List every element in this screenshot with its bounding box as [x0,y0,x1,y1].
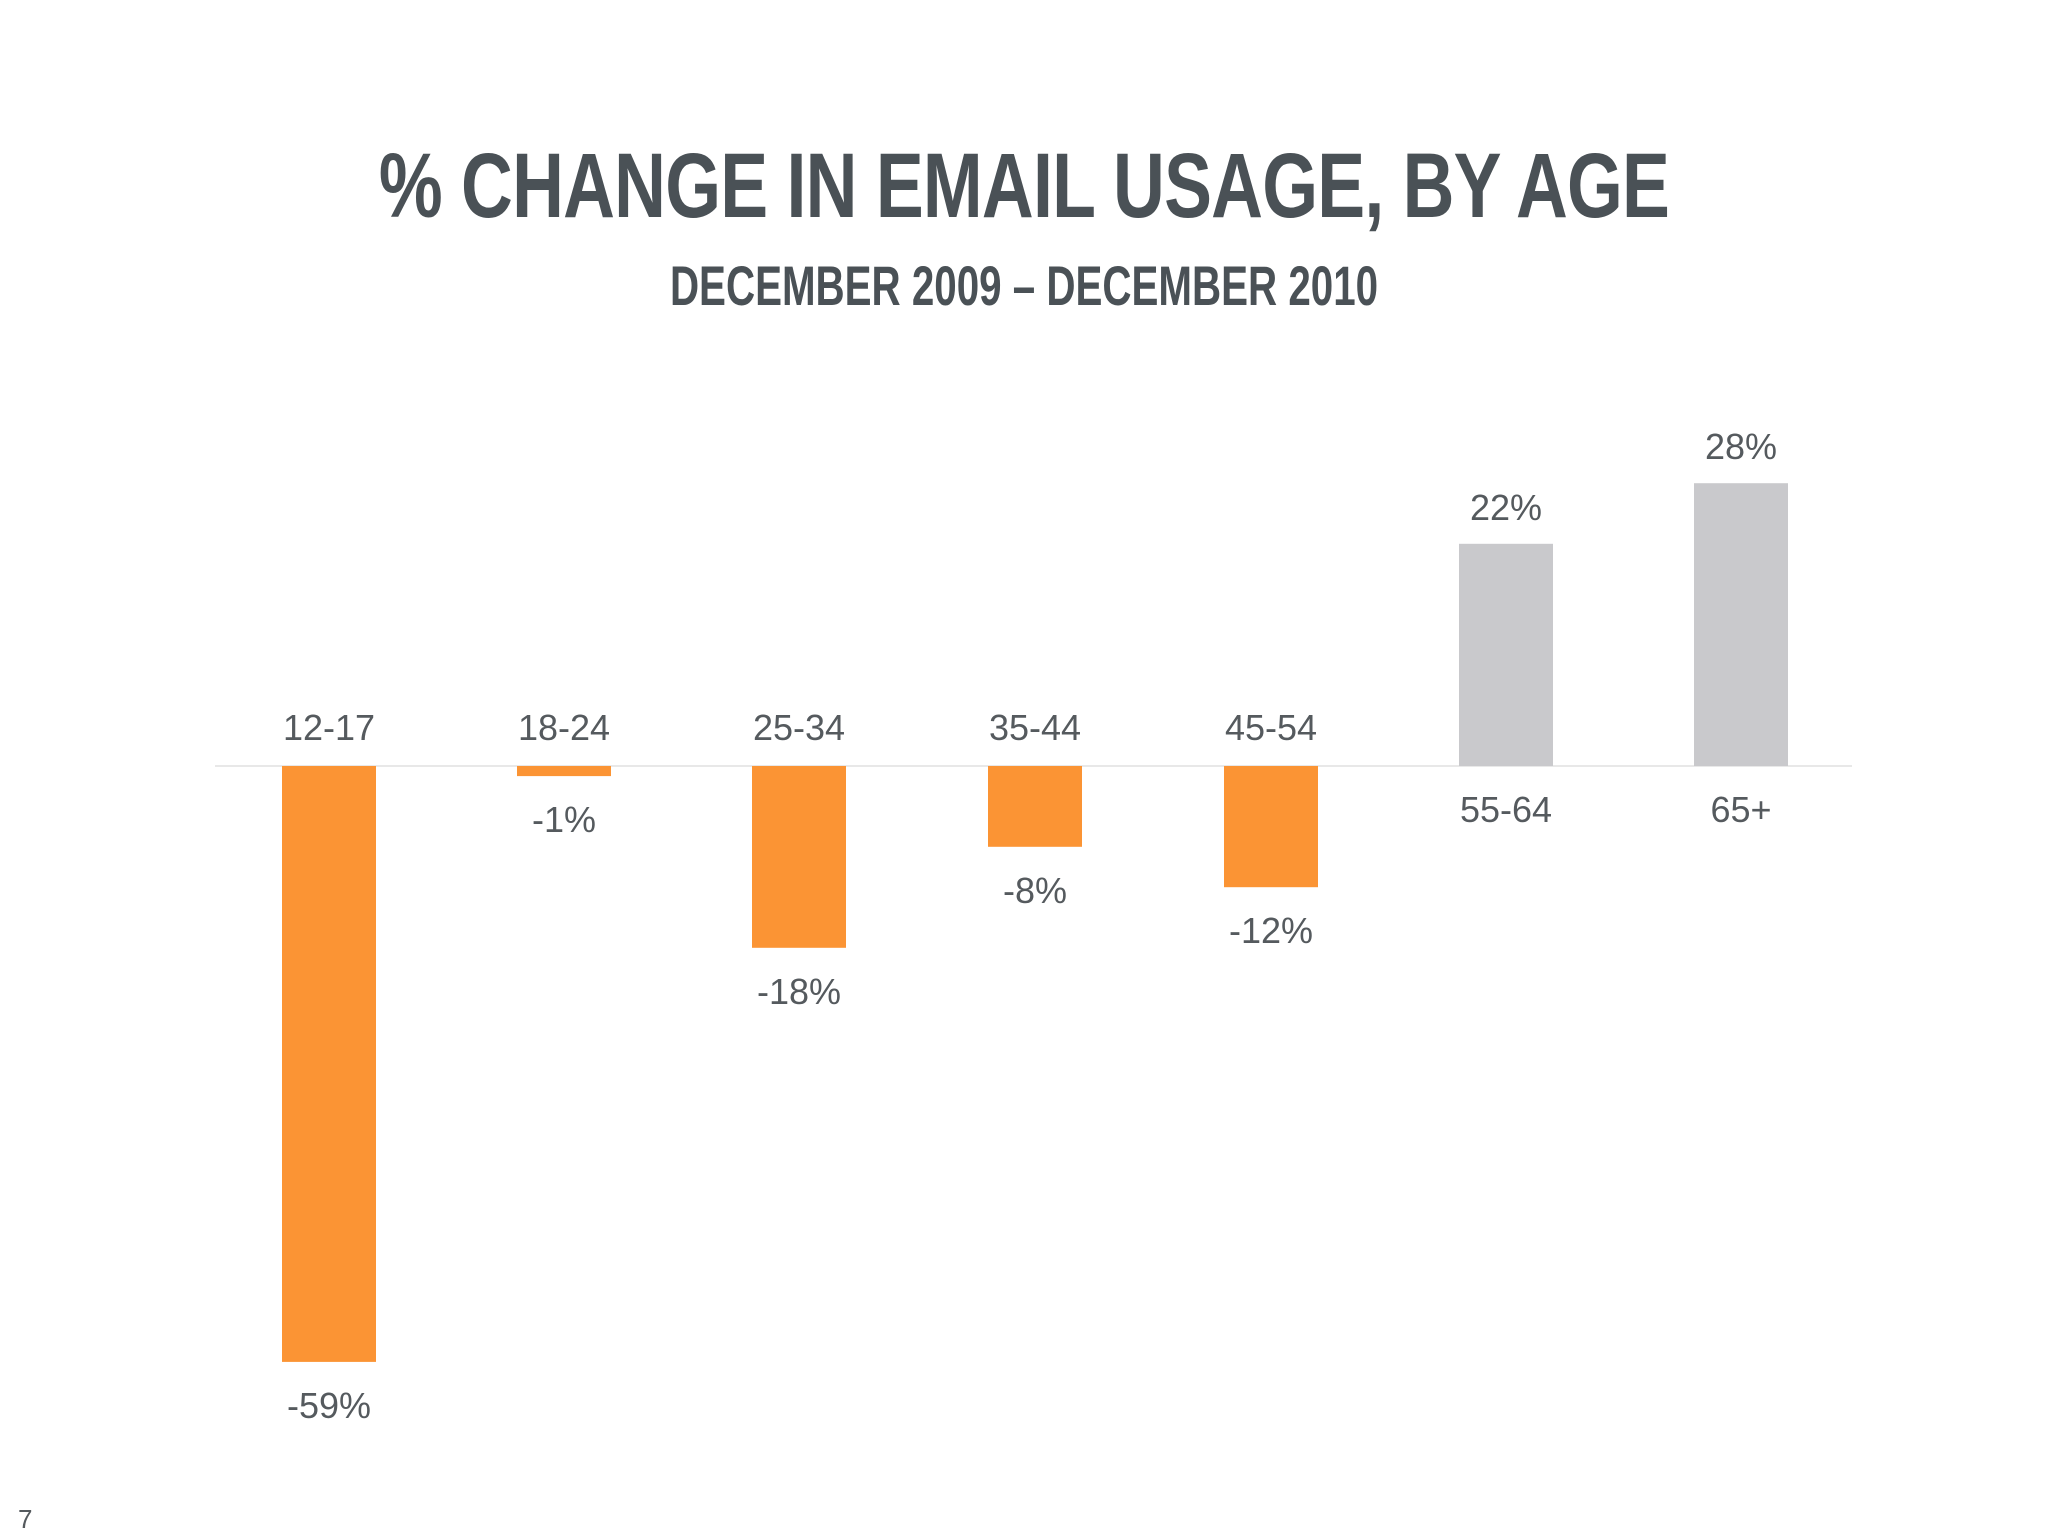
bar-35-44 [988,766,1082,847]
value-label-35-44: -8% [1003,870,1067,911]
bar-45-54 [1224,766,1318,888]
page-number: 7 [18,1504,33,1534]
value-label-45-54: -12% [1229,910,1313,951]
bar-65+ [1694,483,1788,766]
category-label-25-34: 25-34 [753,707,845,748]
chart-title: % CHANGE IN EMAIL USAGE, BY AGE [378,135,1670,237]
bar-18-24 [517,766,611,777]
category-label-12-17: 12-17 [283,707,375,748]
category-label-35-44: 35-44 [989,707,1081,748]
category-label-55-64: 55-64 [1460,789,1552,830]
bar-55-64 [1459,543,1553,766]
category-label-45-54: 45-54 [1225,707,1317,748]
category-label-18-24: 18-24 [518,707,610,748]
value-label-18-24: -1% [532,799,596,840]
category-label-65+: 65+ [1710,789,1771,830]
bar-12-17 [282,766,376,1362]
value-label-25-34: -18% [757,971,841,1012]
value-label-55-64: 22% [1470,487,1542,528]
chart-subtitle: DECEMBER 2009 – DECEMBER 2010 [669,254,1379,317]
value-label-12-17: -59% [287,1385,371,1426]
bar-25-34 [752,766,846,948]
value-label-65+: 28% [1705,426,1777,467]
